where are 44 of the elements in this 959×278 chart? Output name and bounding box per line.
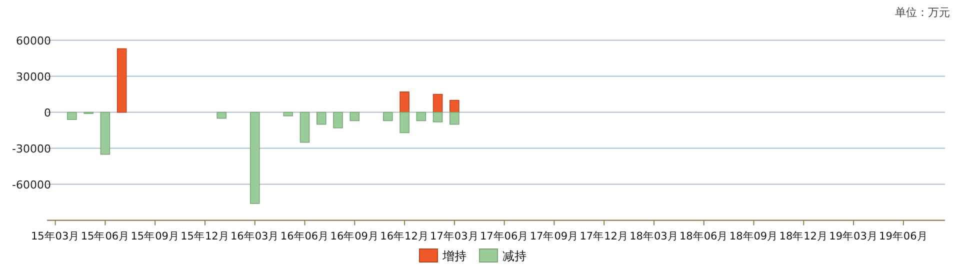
bar (100, 112, 110, 155)
bar (216, 112, 227, 119)
bar (116, 48, 127, 113)
x-tick-label: 16年03月 (230, 230, 280, 242)
legend-label: 增持 (442, 249, 466, 263)
y-tick-label: -60000 (12, 178, 51, 192)
legend-label: 减持 (502, 249, 526, 263)
x-tick-label: 19年03月 (829, 230, 878, 242)
bar (400, 92, 410, 113)
x-tick-label: 17年09月 (530, 230, 579, 242)
x-tick-label: 16年12月 (380, 230, 429, 242)
bar (416, 112, 426, 122)
bar (350, 112, 360, 122)
x-tick-label: 17年03月 (430, 230, 479, 242)
x-tick-label: 16年09月 (330, 230, 380, 242)
x-tick-label: 18年12月 (779, 230, 828, 242)
bar (250, 112, 260, 204)
bar (283, 112, 294, 116)
y-tick-label: 60000 (16, 34, 51, 48)
bar (432, 112, 443, 122)
x-tick-label: 18年03月 (630, 230, 678, 242)
x-tick-label: 17年06月 (480, 230, 529, 242)
bar (400, 112, 410, 134)
text: 单位：万元 (895, 6, 950, 19)
bar (450, 112, 460, 125)
bar (67, 112, 77, 120)
bar (450, 100, 460, 113)
bar (432, 94, 443, 113)
y-tick-label: -30000 (12, 142, 51, 156)
x-tick-label: 17年12月 (580, 230, 628, 242)
x-tick-label: 18年06月 (680, 230, 728, 242)
x-tick-label: 19年06月 (879, 230, 928, 242)
bar (333, 112, 343, 128)
bar (316, 112, 326, 125)
x-tick-label: 18年09月 (729, 230, 778, 242)
x-tick-label: 16年06月 (280, 230, 330, 242)
x-tick-label: 15年06月 (80, 230, 130, 242)
y-tick-label: 30000 (16, 70, 51, 84)
y-tick-label: 0 (44, 106, 51, 120)
x-tick-label: 15年12月 (180, 230, 230, 242)
x-tick-label: 15年09月 (130, 230, 180, 242)
bar (300, 112, 310, 143)
x-tick-label: 15年03月 (30, 230, 80, 242)
bar (383, 112, 393, 122)
